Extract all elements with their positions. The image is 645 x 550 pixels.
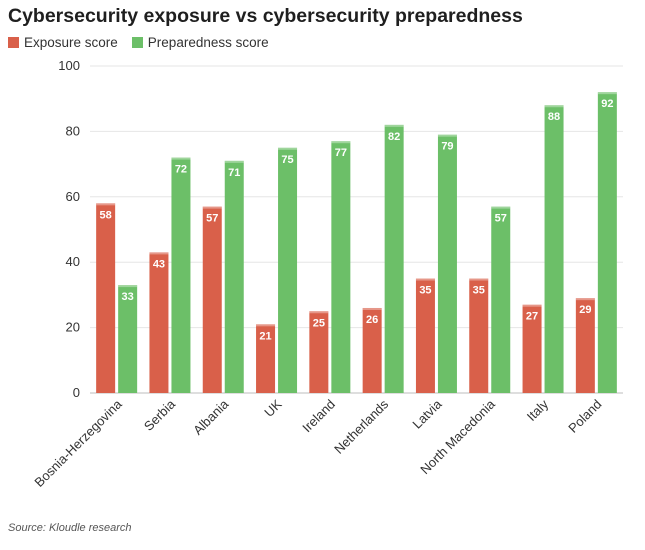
bar-preparedness bbox=[544, 105, 564, 394]
data-label-preparedness: 82 bbox=[388, 131, 400, 143]
bar-preparedness bbox=[384, 124, 404, 394]
bar-highlight bbox=[491, 206, 511, 209]
legend-label-preparedness: Preparedness score bbox=[147, 34, 269, 50]
bar-highlight bbox=[202, 206, 222, 209]
bar-preparedness bbox=[118, 285, 138, 393]
bar-preparedness bbox=[331, 141, 351, 393]
data-label-preparedness: 72 bbox=[175, 164, 187, 176]
x-tick-label: Serbia bbox=[141, 396, 179, 434]
legend-swatch-exposure bbox=[8, 36, 19, 48]
bar-highlight bbox=[597, 92, 617, 95]
bar-exposure bbox=[256, 324, 276, 393]
bar-exposure bbox=[415, 278, 435, 393]
data-label-exposure: 35 bbox=[473, 285, 485, 297]
data-label-exposure: 29 bbox=[579, 304, 591, 316]
bar-preparedness bbox=[278, 147, 298, 393]
y-tick-label: 0 bbox=[73, 385, 80, 400]
chart-legend: Exposure score Preparedness score bbox=[8, 33, 283, 51]
data-label-preparedness: 92 bbox=[601, 98, 613, 110]
legend-item-preparedness[interactable]: Preparedness score bbox=[131, 34, 269, 50]
bar-highlight bbox=[96, 203, 116, 206]
bar-preparedness bbox=[437, 134, 457, 394]
data-label-preparedness: 77 bbox=[335, 147, 347, 159]
bar-preparedness bbox=[224, 160, 244, 393]
x-tick-label: Netherlands bbox=[331, 396, 392, 457]
data-label-exposure: 58 bbox=[100, 209, 112, 221]
x-tick-label: Italy bbox=[524, 396, 552, 424]
data-label-preparedness: 88 bbox=[548, 111, 560, 123]
bar-highlight bbox=[469, 278, 489, 281]
y-tick-label: 100 bbox=[58, 58, 80, 73]
bar-exposure bbox=[202, 206, 222, 393]
data-label-preparedness: 71 bbox=[228, 167, 240, 179]
y-tick-label: 80 bbox=[66, 123, 80, 138]
bar-highlight bbox=[331, 141, 351, 144]
bar-highlight bbox=[171, 157, 191, 160]
bar-highlight bbox=[256, 324, 276, 327]
bar-preparedness bbox=[491, 206, 511, 393]
x-tick-label: Latvia bbox=[409, 396, 445, 432]
legend-item-exposure[interactable]: Exposure score bbox=[8, 35, 118, 50]
data-label-preparedness: 33 bbox=[122, 291, 134, 303]
bar-exposure bbox=[522, 304, 542, 393]
source-note: Source: Kloudle research bbox=[8, 522, 132, 534]
x-tick-label: Albania bbox=[190, 396, 232, 438]
data-label-preparedness: 75 bbox=[281, 154, 293, 166]
data-label-preparedness: 57 bbox=[495, 213, 507, 225]
chart-title: Cybersecurity exposure vs cybersecurity … bbox=[8, 5, 523, 27]
data-label-exposure: 57 bbox=[206, 213, 218, 225]
legend-swatch-preparedness bbox=[131, 36, 143, 48]
bar-highlight bbox=[118, 285, 138, 288]
bar-preparedness bbox=[597, 92, 617, 393]
x-tick-label: Bosnia-Herzegovina bbox=[31, 396, 125, 490]
bar-exposure bbox=[149, 252, 169, 393]
bar-exposure bbox=[96, 203, 116, 393]
bar-highlight bbox=[278, 147, 298, 150]
bar-exposure bbox=[362, 307, 382, 393]
bar-exposure bbox=[575, 298, 595, 393]
bar-exposure bbox=[469, 278, 489, 393]
y-tick-label: 40 bbox=[66, 254, 80, 269]
bar-highlight bbox=[415, 278, 435, 281]
x-tick-label: UK bbox=[261, 396, 285, 420]
bar-exposure bbox=[309, 311, 329, 393]
legend-label-exposure: Exposure score bbox=[24, 34, 118, 50]
bar-highlight bbox=[522, 304, 542, 307]
bar-highlight bbox=[437, 134, 457, 137]
x-tick-label: Poland bbox=[565, 397, 604, 436]
bar-highlight bbox=[362, 307, 382, 310]
bar-highlight bbox=[224, 160, 244, 163]
bar-highlight bbox=[384, 124, 404, 127]
data-label-exposure: 27 bbox=[526, 311, 538, 323]
data-label-exposure: 26 bbox=[366, 314, 378, 326]
bar-highlight bbox=[544, 105, 564, 108]
bar-preparedness bbox=[171, 157, 191, 393]
bar-highlight bbox=[309, 311, 329, 314]
data-label-exposure: 25 bbox=[313, 317, 325, 329]
data-label-exposure: 43 bbox=[153, 258, 165, 270]
bar-highlight bbox=[575, 298, 595, 301]
y-tick-label: 20 bbox=[66, 320, 80, 335]
bar-highlight bbox=[149, 252, 169, 255]
data-label-exposure: 21 bbox=[259, 330, 271, 342]
data-label-preparedness: 79 bbox=[441, 141, 453, 153]
data-label-exposure: 35 bbox=[419, 285, 431, 297]
x-tick-label: Ireland bbox=[299, 397, 338, 436]
y-tick-label: 60 bbox=[66, 189, 80, 204]
